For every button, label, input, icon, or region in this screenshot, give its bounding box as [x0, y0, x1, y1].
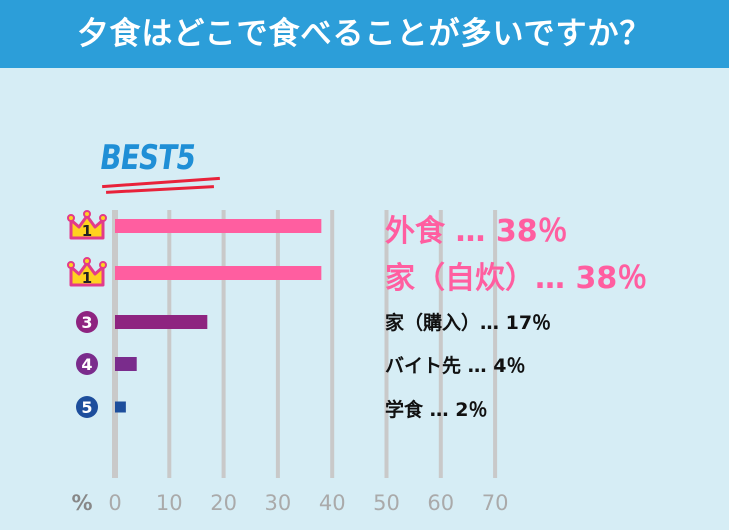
x-tick-label: 30 — [265, 491, 292, 515]
x-tick-label: 40 — [319, 491, 346, 515]
page-title: 夕食はどこで食べることが多いですか？ — [77, 16, 652, 52]
rank-number: 4 — [81, 355, 92, 374]
value-label: 家（購入）… 17％ — [385, 311, 552, 334]
rank-number: 5 — [81, 398, 92, 417]
rank-number: 3 — [81, 313, 92, 332]
circle-rank-icon — [76, 311, 98, 333]
rank-number: 1 — [82, 222, 92, 240]
crown-icon: 1 — [67, 257, 107, 287]
x-tick-label: 0 — [108, 491, 121, 515]
x-tick-label: 50 — [373, 491, 400, 515]
value-label: 家（自炊）… 38％ — [385, 261, 648, 296]
circle-rank-icon — [76, 353, 98, 375]
x-tick-label: 10 — [156, 491, 183, 515]
circle-rank-icon — [76, 396, 98, 418]
x-unit-label: % — [71, 491, 92, 515]
value-label: 学食 … 2％ — [385, 398, 488, 421]
bar — [115, 219, 322, 233]
crown-icon: 1 — [67, 210, 107, 240]
x-tick-label: 70 — [482, 491, 509, 515]
value-label: 外食 … 38％ — [385, 214, 568, 249]
bar — [115, 266, 322, 280]
header-banner: 夕食はどこで食べることが多いですか？ — [0, 0, 729, 68]
bar — [115, 357, 137, 371]
bar — [115, 315, 208, 329]
value-label: バイト先 … 4％ — [385, 354, 526, 377]
rank-number: 1 — [82, 269, 92, 287]
bar — [115, 401, 126, 413]
x-tick-label: 60 — [427, 491, 454, 515]
x-tick-label: 20 — [210, 491, 237, 515]
